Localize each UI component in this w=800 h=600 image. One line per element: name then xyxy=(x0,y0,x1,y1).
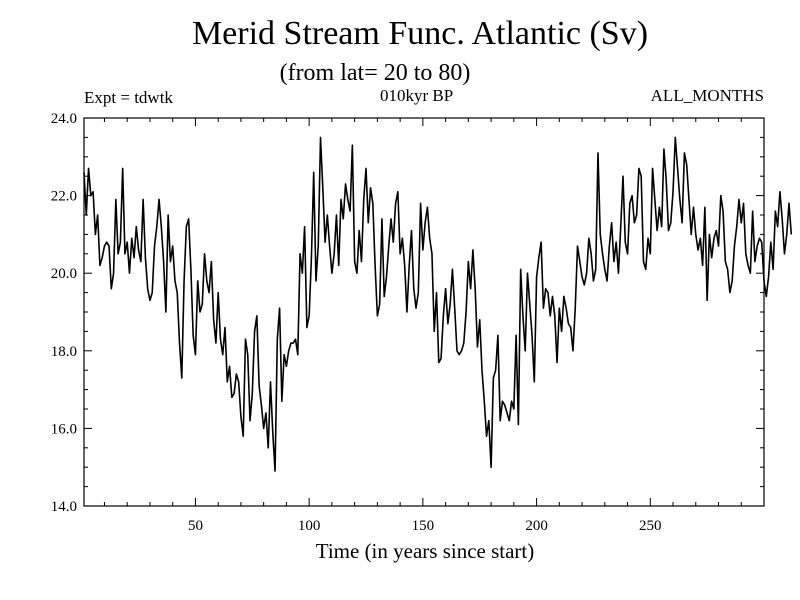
y-tick-label: 16.0 xyxy=(51,421,77,437)
x-tick-label: 100 xyxy=(298,518,321,534)
series-line xyxy=(83,136,793,472)
y-tick-label: 20.0 xyxy=(51,266,77,282)
y-tick-label: 14.0 xyxy=(51,499,77,515)
axes xyxy=(83,117,765,507)
x-tick-label: 200 xyxy=(525,518,548,534)
x-tick-label: 50 xyxy=(188,518,203,534)
ticks xyxy=(84,117,765,507)
series-group xyxy=(83,136,793,472)
tick-labels: 50 100 150 200 250 14.0 16.0 18.0 20.0 22.0 24.0 xyxy=(51,111,662,534)
chart-subtitle: (from lat= 20 to 80) xyxy=(279,60,471,86)
chart-title: Merid Stream Func. Atlantic (Sv) xyxy=(191,15,649,52)
plot-frame xyxy=(83,117,765,507)
months-label: ALL_MONTHS xyxy=(650,86,764,105)
experiment-label: Expt = tdwtk xyxy=(84,88,173,107)
period-label: 010kyr BP xyxy=(380,86,454,105)
y-tick-label: 22.0 xyxy=(51,189,77,205)
x-axis-label: Time (in years since start) xyxy=(316,539,535,563)
x-tick-label: 150 xyxy=(412,518,435,534)
y-tick-label: 24.0 xyxy=(51,111,77,127)
y-tick-label: 18.0 xyxy=(51,344,77,360)
x-tick-label: 250 xyxy=(639,518,662,534)
